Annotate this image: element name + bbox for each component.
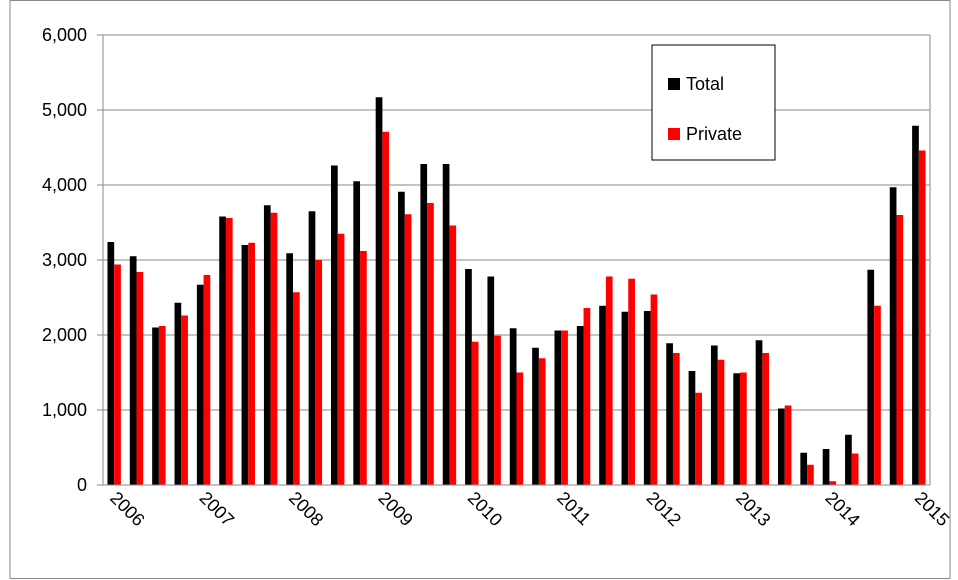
bar (471, 341, 479, 485)
bar (829, 481, 837, 485)
bar (554, 330, 562, 485)
y-tick-label: 0 (77, 475, 87, 495)
bar (583, 308, 591, 485)
bar (315, 260, 323, 485)
bar (152, 327, 159, 485)
bar (717, 359, 725, 485)
bar (851, 453, 859, 485)
bar (219, 216, 226, 485)
bar (404, 214, 412, 485)
bar (286, 253, 293, 485)
legend-swatch (668, 78, 680, 90)
bar (695, 392, 703, 485)
bar (822, 449, 830, 485)
bar (762, 353, 770, 485)
bar (516, 372, 524, 485)
bar (509, 328, 517, 485)
bar (248, 242, 255, 485)
bar (918, 150, 926, 485)
bar (643, 311, 651, 485)
bar (225, 218, 233, 485)
bar (666, 343, 673, 485)
bar (174, 302, 182, 485)
bar (740, 372, 747, 485)
bar (158, 326, 166, 485)
y-tick-label: 5,000 (42, 100, 87, 120)
bar (538, 358, 546, 485)
legend-label: Private (686, 124, 742, 144)
bar (203, 275, 211, 485)
legend-swatch (668, 128, 680, 140)
bar (621, 311, 629, 485)
bar (672, 353, 680, 485)
bar (896, 215, 904, 485)
bar (398, 191, 405, 485)
chart-border (9, 0, 951, 579)
bar (561, 330, 568, 485)
bar (420, 164, 428, 485)
bar (196, 284, 204, 485)
bar (688, 371, 696, 485)
bar (576, 326, 584, 485)
y-tick-label: 2,000 (42, 325, 87, 345)
bar (912, 125, 919, 485)
bar (532, 347, 539, 485)
bar (784, 405, 792, 485)
bar (845, 434, 852, 485)
bar (129, 256, 137, 485)
bar (292, 292, 300, 485)
bar (778, 408, 785, 485)
bar (710, 345, 718, 485)
bar (136, 272, 144, 485)
bar (427, 203, 434, 485)
bar (181, 315, 188, 485)
bar (330, 165, 338, 485)
bar (263, 205, 271, 485)
bar (599, 305, 606, 485)
y-tick-label: 1,000 (42, 400, 87, 420)
bar (605, 276, 613, 485)
bar (874, 305, 881, 485)
bar (465, 269, 472, 485)
bar (733, 373, 741, 485)
bar (353, 181, 361, 485)
legend-box (651, 44, 776, 161)
bar (382, 131, 390, 485)
bar (375, 97, 383, 485)
bar (442, 164, 450, 485)
bar (449, 225, 457, 485)
y-tick-label: 3,000 (42, 250, 87, 270)
bar (114, 264, 121, 485)
legend: Total Private (651, 44, 776, 161)
bar (650, 294, 658, 485)
bar (494, 335, 501, 485)
bar (800, 452, 808, 485)
bar (270, 212, 278, 485)
bar (755, 340, 763, 485)
legend-label: Total (686, 74, 724, 94)
bar (487, 276, 495, 485)
bar (867, 269, 875, 485)
y-tick-label: 4,000 (42, 175, 87, 195)
bar (308, 211, 316, 485)
bar (241, 245, 249, 485)
bar (107, 242, 115, 485)
bar (628, 278, 635, 485)
y-tick-label: 6,000 (42, 25, 87, 45)
bar (807, 464, 814, 485)
bar (337, 233, 345, 485)
bar (360, 251, 367, 485)
bar (889, 187, 897, 485)
